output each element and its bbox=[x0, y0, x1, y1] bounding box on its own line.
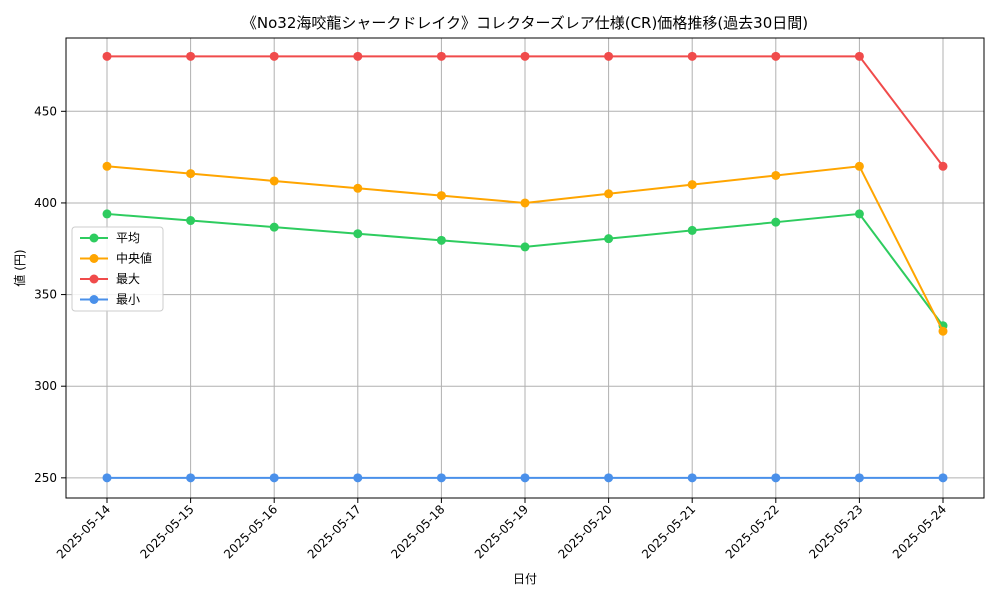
legend-label: 最小 bbox=[116, 293, 140, 307]
data-point bbox=[771, 217, 781, 227]
y-axis-ticks: 250 300 350 400 450 bbox=[34, 104, 66, 485]
legend-item: 最小 bbox=[80, 293, 140, 307]
data-point bbox=[436, 51, 446, 61]
data-point bbox=[771, 51, 781, 61]
data-point bbox=[269, 51, 279, 61]
series-layer bbox=[102, 51, 948, 483]
x-tick-label: 2025-05-16 bbox=[221, 502, 280, 561]
series-3 bbox=[102, 51, 948, 171]
data-point bbox=[102, 51, 112, 61]
data-point bbox=[604, 473, 614, 483]
x-tick-label: 2025-05-24 bbox=[890, 502, 949, 561]
legend-marker bbox=[89, 274, 99, 284]
data-point bbox=[520, 473, 530, 483]
data-point bbox=[604, 51, 614, 61]
data-point bbox=[353, 183, 363, 193]
x-tick-label: 2025-05-21 bbox=[639, 502, 698, 561]
data-point bbox=[520, 51, 530, 61]
x-tick-label: 2025-05-18 bbox=[388, 502, 447, 561]
data-point bbox=[520, 242, 530, 252]
data-point bbox=[102, 161, 112, 171]
x-axis-label: 日付 bbox=[513, 572, 537, 586]
x-axis-ticks: 2025-05-14 2025-05-15 2025-05-16 2025-05-17… bbox=[54, 498, 949, 561]
x-tick-label: 2025-05-23 bbox=[806, 502, 865, 561]
data-point bbox=[771, 473, 781, 483]
legend-marker bbox=[89, 295, 99, 304]
data-point bbox=[938, 473, 948, 483]
x-tick-label: 2025-05-15 bbox=[138, 502, 197, 561]
grid bbox=[66, 38, 984, 498]
data-point bbox=[771, 170, 781, 180]
legend-label: 中央値 bbox=[116, 251, 152, 266]
chart-title: 《No32海咬龍シャークドレイク》コレクターズレア仕様(CR)価格推移(過去30… bbox=[242, 14, 808, 32]
y-tick-label: 350 bbox=[34, 288, 57, 302]
legend-item: 平均 bbox=[80, 231, 140, 245]
x-tick-label: 2025-05-20 bbox=[556, 502, 615, 561]
data-point bbox=[186, 216, 196, 226]
data-point bbox=[353, 473, 363, 483]
series-1 bbox=[102, 209, 948, 331]
data-point bbox=[938, 326, 948, 336]
data-point bbox=[687, 180, 697, 190]
data-point bbox=[102, 473, 112, 483]
data-point bbox=[436, 191, 446, 201]
data-point bbox=[436, 473, 446, 483]
y-tick-label: 300 bbox=[34, 379, 57, 393]
y-tick-label: 400 bbox=[34, 196, 57, 210]
legend-marker bbox=[89, 254, 99, 263]
data-point bbox=[269, 222, 279, 232]
x-tick-label: 2025-05-14 bbox=[54, 502, 113, 561]
data-point bbox=[186, 51, 196, 61]
legend-label: 平均 bbox=[116, 231, 140, 245]
data-point bbox=[269, 176, 279, 186]
data-point bbox=[186, 473, 196, 483]
legend-box bbox=[71, 226, 164, 312]
x-tick-label: 2025-05-19 bbox=[472, 502, 531, 561]
data-point bbox=[687, 473, 697, 483]
legend-marker bbox=[89, 233, 99, 243]
data-point bbox=[687, 225, 697, 235]
data-point bbox=[604, 189, 614, 199]
legend-item: 中央値 bbox=[80, 251, 152, 266]
data-point bbox=[353, 51, 363, 61]
y-tick-label: 450 bbox=[34, 104, 57, 118]
data-point bbox=[102, 209, 112, 219]
legend-label: 最大 bbox=[116, 272, 140, 286]
data-point bbox=[854, 473, 864, 483]
legend-item: 最大 bbox=[80, 272, 140, 286]
series-4 bbox=[102, 473, 948, 483]
data-point bbox=[353, 229, 363, 239]
series-2 bbox=[102, 161, 948, 336]
x-tick-label: 2025-05-22 bbox=[723, 502, 782, 561]
data-point bbox=[186, 169, 196, 179]
y-axis-label: 値 (円) bbox=[12, 249, 27, 286]
data-point bbox=[687, 51, 697, 61]
data-point bbox=[938, 161, 948, 171]
data-point bbox=[436, 235, 446, 245]
data-point bbox=[854, 161, 864, 171]
data-point bbox=[520, 198, 530, 208]
data-point bbox=[604, 234, 614, 244]
data-point bbox=[854, 51, 864, 61]
y-tick-label: 250 bbox=[34, 471, 57, 485]
data-point bbox=[269, 473, 279, 483]
x-tick-label: 2025-05-17 bbox=[305, 502, 364, 561]
data-point bbox=[854, 209, 864, 219]
